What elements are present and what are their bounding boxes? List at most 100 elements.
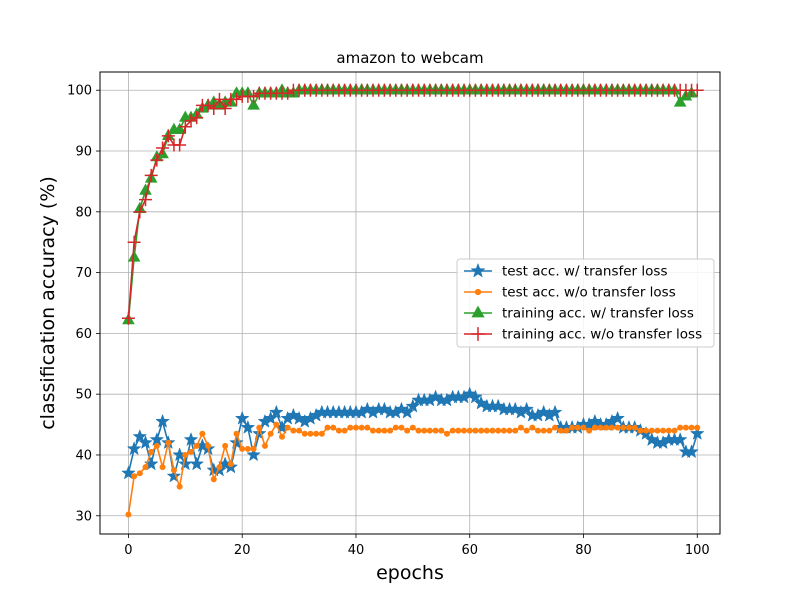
data-point	[281, 86, 295, 100]
data-point	[438, 427, 445, 434]
data-point	[489, 427, 496, 434]
data-point	[207, 101, 221, 115]
data-point	[483, 427, 490, 434]
data-point	[347, 424, 354, 431]
data-point	[466, 427, 473, 434]
data-point	[404, 427, 411, 434]
data-point	[199, 430, 206, 437]
data-point	[251, 425, 267, 440]
data-point	[421, 427, 428, 434]
chart-title: amazon to webcam	[336, 49, 483, 67]
data-point	[183, 432, 199, 447]
legend: test acc. w/ transfer loss test acc. w/o …	[456, 258, 715, 348]
data-point	[127, 235, 141, 249]
data-point	[415, 427, 422, 434]
data-point	[173, 122, 186, 134]
legend-item: training acc. w/ transfer loss	[464, 306, 694, 322]
data-point	[189, 456, 205, 471]
data-point	[205, 442, 212, 449]
data-point	[398, 424, 405, 431]
data-point	[672, 432, 688, 447]
data-point	[557, 427, 564, 434]
data-point	[144, 168, 158, 182]
data-point	[136, 470, 143, 477]
data-point	[233, 430, 240, 437]
data-point	[161, 129, 175, 143]
legend-box	[456, 258, 715, 348]
data-point	[227, 461, 234, 468]
legend-item: test acc. w/o transfer loss	[464, 285, 676, 301]
data-point	[399, 404, 415, 419]
data-point	[506, 427, 513, 434]
data-point	[660, 427, 667, 434]
data-point	[540, 427, 547, 434]
data-point	[517, 424, 524, 431]
data-point	[381, 427, 388, 434]
data-point	[677, 424, 684, 431]
data-point	[165, 439, 172, 446]
data-point	[341, 427, 348, 434]
data-point	[190, 111, 204, 125]
data-point	[247, 98, 260, 110]
legend-label: training acc. w/o transfer loss	[502, 327, 702, 343]
data-point	[121, 311, 135, 325]
data-point	[273, 421, 280, 428]
x-axis-label: epochs	[376, 562, 444, 584]
data-point	[155, 413, 170, 428]
data-point	[574, 424, 581, 431]
data-point	[261, 442, 268, 449]
data-point	[247, 89, 261, 103]
y-tick-label: 50	[75, 388, 92, 403]
data-point	[279, 433, 286, 440]
data-point	[409, 424, 416, 431]
data-point	[193, 442, 200, 449]
data-point	[546, 427, 553, 434]
legend-marker	[471, 327, 485, 341]
data-point	[547, 404, 563, 419]
data-point	[138, 435, 153, 450]
data-point	[358, 424, 365, 431]
data-point	[149, 432, 165, 447]
data-point	[688, 424, 695, 431]
data-point	[218, 101, 232, 115]
y-tick-label: 90	[75, 145, 92, 160]
data-point	[529, 424, 536, 431]
data-point	[176, 483, 183, 490]
data-point	[534, 427, 541, 434]
data-point	[478, 427, 485, 434]
data-point	[125, 511, 132, 518]
data-point	[631, 424, 638, 431]
data-point	[201, 98, 215, 112]
data-point	[580, 424, 587, 431]
data-point	[184, 114, 198, 128]
data-point	[290, 427, 297, 434]
x-tick-label: 80	[575, 543, 592, 558]
x-tick-label: 20	[234, 543, 251, 558]
data-point	[178, 120, 192, 134]
y-axis-label: classification accuracy (%)	[37, 176, 59, 430]
data-point	[150, 153, 164, 167]
y-tick-label: 40	[75, 448, 92, 463]
plot-frame	[99, 71, 721, 535]
data-point	[188, 448, 195, 455]
data-point	[142, 464, 149, 471]
legend-marker	[474, 288, 482, 296]
data-point	[375, 427, 382, 434]
series-layer	[121, 83, 705, 518]
data-point	[210, 476, 217, 483]
data-point	[689, 425, 705, 440]
data-point	[671, 427, 678, 434]
data-point	[370, 427, 377, 434]
data-point	[126, 441, 142, 456]
data-point	[694, 424, 701, 431]
data-point	[512, 427, 519, 434]
data-point	[153, 442, 160, 449]
data-point	[682, 424, 689, 431]
data-point	[139, 193, 153, 207]
data-point	[523, 427, 530, 434]
data-point	[222, 442, 229, 449]
data-point	[684, 444, 699, 459]
data-point	[246, 447, 261, 462]
data-point	[318, 430, 325, 437]
